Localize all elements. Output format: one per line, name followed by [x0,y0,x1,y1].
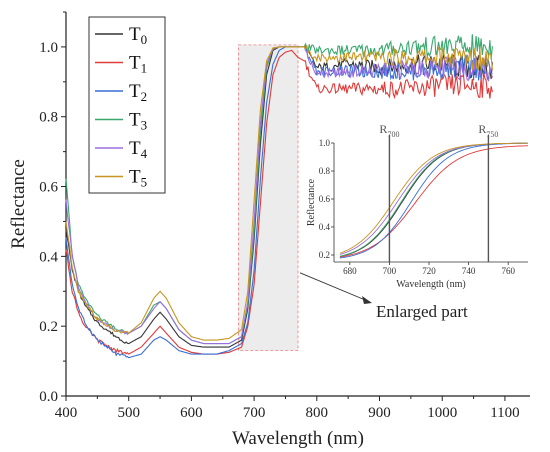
x-tick-label: 600 [180,405,203,421]
legend-label-T5: T5 [129,167,147,190]
reference-label-750: R750 [478,122,498,139]
y-tick-label: 0.6 [39,180,58,196]
inset-x-tick-label: 760 [501,266,515,276]
reference-label-700: R700 [379,122,399,139]
x-tick-label: 800 [306,405,329,421]
legend-label-T4: T4 [129,138,148,161]
x-tick-label: 900 [368,405,391,421]
y-tick-label: 0.8 [39,110,58,126]
inset-plot: 680 700 720 740 760 0.2 0.4 0.6 0.8 1.0 Wavelength… [300,120,536,302]
inset-x-tick-label: 740 [462,266,476,276]
x-tick-label: 1000 [427,405,457,421]
legend-box [88,16,166,194]
inset-y-tick-label: 0.4 [319,222,331,232]
inset-x-axis-title: Wavelength (nm) [396,279,465,290]
inset-series-line-T5 [339,142,528,254]
x-tick-label: 500 [117,405,140,421]
annotation-label: Enlarged part [376,302,468,321]
x-axis-title: Wavelength (nm) [232,428,364,449]
y-tick-label: 0.2 [39,319,58,335]
legend-label-T0: T0 [129,24,147,47]
y-tick-label: 0.4 [39,249,58,265]
annotation: Enlarged part [299,272,468,321]
y-tick-label: 0.0 [39,389,58,405]
legend-label-T2: T2 [129,81,147,104]
annotation-arrow-line [299,272,371,303]
legend-label-T1: T1 [129,53,147,76]
inset-series-line-T2 [339,142,528,259]
y-tick-label: 1.0 [39,40,58,56]
x-tick-label: 400 [55,405,78,421]
x-tick-label: 1100 [490,405,519,421]
inset-x-tick-label: 700 [383,266,397,276]
inset-series-line-T1 [339,145,528,258]
inset-y-tick-label: 0.6 [319,194,331,204]
inset-x-tick-label: 680 [343,266,357,276]
inset-y-tick-label: 1.0 [319,138,331,148]
inset-x-tick-label: 720 [422,266,436,276]
annotation-arrowhead [362,296,372,304]
legend-label-T3: T3 [129,110,147,133]
y-axis-title: Reflectance [8,159,29,249]
inset-y-tick-label: 0.2 [319,250,330,260]
main-plot: 400 500 600 700 800 900 1000 1100 0.0 0.2 0.4 0.6 0.… [8,11,530,449]
x-tick-label: 700 [243,405,266,421]
series-line-T5 [65,45,493,341]
legend: T0 T1 T2 T3 T4 T5 [88,16,166,194]
inset-background [300,120,536,302]
inset-y-tick-label: 0.8 [319,166,331,176]
inset-y-axis-title: Reflectance [306,178,317,226]
series-line-T1 [65,49,493,355]
